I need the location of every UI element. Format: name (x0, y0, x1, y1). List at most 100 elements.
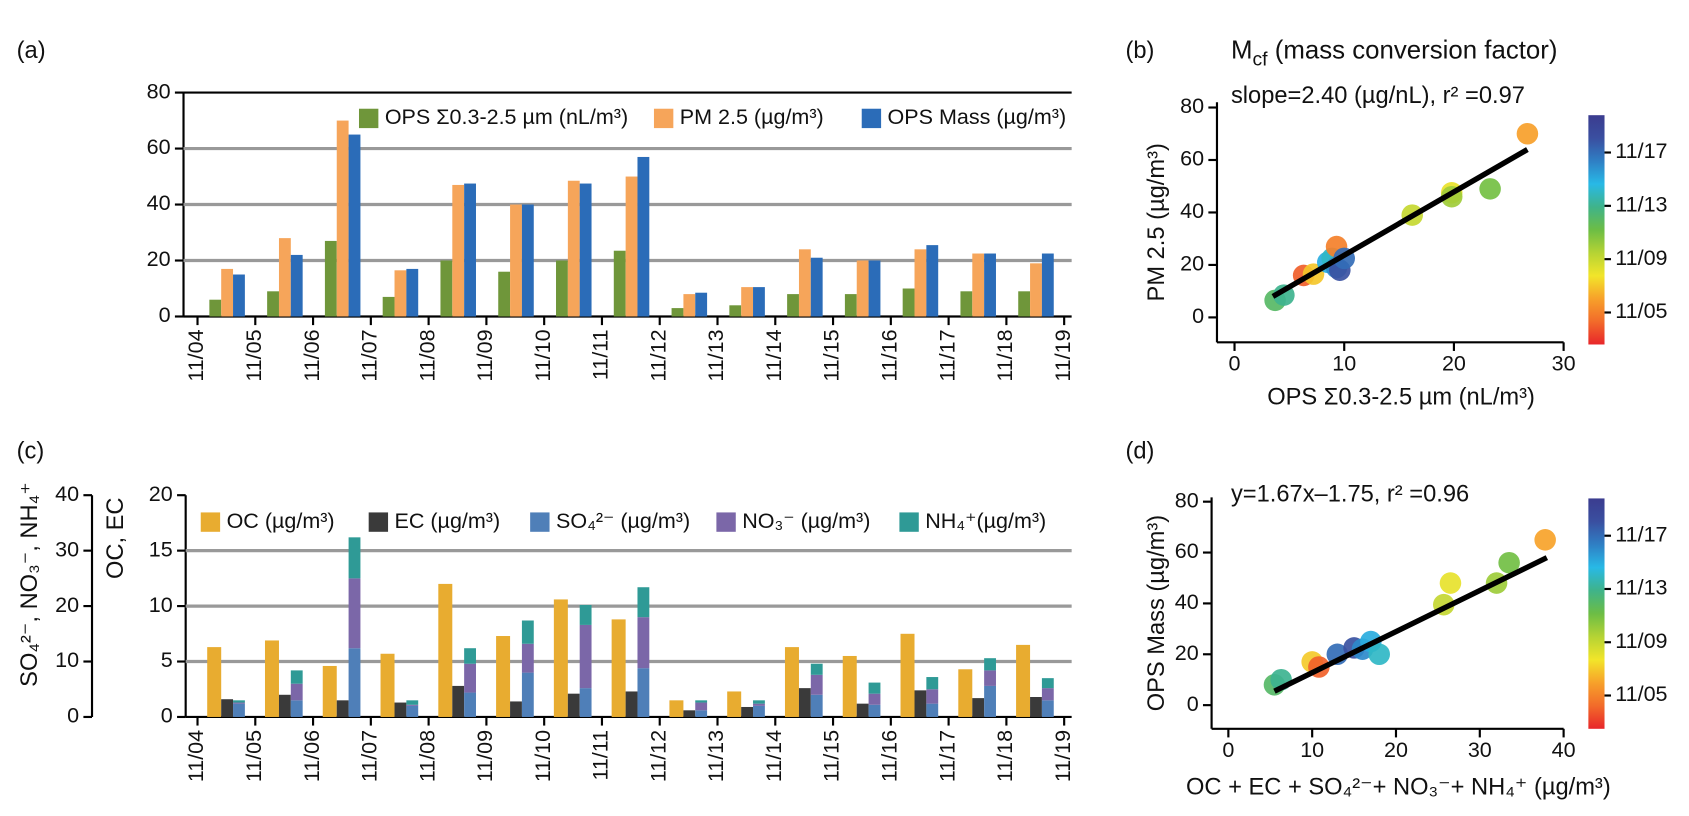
bar (669, 700, 684, 717)
x-tick-label: 11/04 (184, 730, 208, 782)
x-tick-label: 11/08 (415, 730, 439, 782)
y-tick-label: 60 (1175, 539, 1199, 563)
x-tick-label: 11/16 (878, 329, 902, 381)
bar (382, 296, 395, 317)
bar (278, 238, 291, 317)
y-tick-label: 20 (1175, 641, 1199, 665)
bar (464, 183, 476, 317)
bar (856, 703, 869, 717)
point (1479, 178, 1501, 200)
bar (556, 260, 568, 317)
panel-label: (b) (1125, 38, 1154, 64)
y-tick-label: 40 (1175, 590, 1199, 614)
bar (406, 705, 419, 717)
colorbar-tick-label: 11/09 (1615, 629, 1667, 653)
x-tick-label: 11/12 (646, 329, 670, 381)
y-tick-label: 0 (161, 704, 173, 728)
bar (753, 700, 765, 704)
bar (753, 703, 765, 706)
x-axis-label: OC + EC + SO₄²⁻+ NO₃⁻+ NH₄⁺ (µg/m³) (1186, 774, 1611, 800)
bar (613, 250, 626, 317)
legend-label: OC (µg/m³) (227, 509, 335, 533)
legend-label: NO₃⁻ (µg/m³) (742, 509, 870, 533)
legend-swatch (200, 512, 221, 532)
colorbar-tick-label: 11/13 (1615, 193, 1667, 217)
x-tick-label: 40 (1552, 738, 1576, 762)
bar (741, 706, 754, 717)
bar (278, 694, 291, 717)
bar (406, 700, 419, 705)
x-tick-label: 11/06 (300, 329, 324, 381)
bar (637, 668, 650, 717)
bar (900, 633, 915, 717)
bar (868, 704, 881, 717)
x-tick-label: 20 (1442, 352, 1466, 376)
y-tick-label: 60 (147, 135, 171, 159)
bar (753, 287, 765, 317)
bar (695, 700, 708, 703)
point (1439, 572, 1462, 594)
bar (625, 176, 638, 317)
title-subscript: cf (1252, 48, 1268, 70)
bar (810, 663, 823, 675)
bar (264, 640, 279, 717)
bar (868, 682, 881, 694)
x-tick-label: 30 (1552, 352, 1576, 376)
bar (290, 683, 303, 701)
x-tick-label: 11/18 (993, 730, 1017, 782)
bar (695, 702, 708, 711)
bar (637, 587, 650, 618)
y-axis-label: PM 2.5 (µg/m³) (1144, 143, 1170, 301)
bar (324, 240, 337, 317)
legend-label: OPS Mass (µg/m³) (888, 105, 1067, 129)
bar (521, 643, 534, 673)
legend-label: SO₄²⁻ (µg/m³) (556, 509, 690, 533)
point (1498, 551, 1520, 574)
bar (798, 688, 811, 717)
y-tick-label: 10 (55, 648, 79, 672)
bar (810, 257, 823, 317)
bar (1030, 263, 1042, 317)
y-tick-label: 80 (147, 79, 171, 103)
y-tick-label: 80 (1180, 94, 1204, 118)
bar (914, 249, 927, 317)
bar (348, 648, 361, 717)
y-tick-label: 15 (149, 537, 173, 561)
bar (753, 705, 765, 717)
x-tick-label: 11/15 (820, 730, 844, 782)
x-tick-label: 11/17 (935, 730, 959, 782)
y-tick-label: 60 (1180, 147, 1204, 171)
x-tick-label: 11/07 (358, 329, 382, 381)
bar (729, 305, 742, 317)
legend-swatch (899, 512, 919, 532)
bar (380, 653, 395, 717)
colorbar-tick-label: 11/17 (1615, 139, 1667, 163)
legend-swatch (530, 512, 550, 532)
bar (348, 537, 361, 579)
bar (579, 688, 592, 717)
bar (406, 268, 419, 317)
bar (926, 677, 939, 690)
bar (798, 249, 811, 317)
bar (464, 648, 476, 664)
bar (1016, 644, 1031, 717)
bar (452, 184, 465, 317)
y-tick-label: 10 (149, 593, 173, 617)
bar (625, 691, 638, 717)
bar (348, 134, 361, 317)
bar (233, 703, 245, 717)
legend-swatch (368, 512, 389, 532)
x-tick-label: 11/19 (1051, 329, 1075, 381)
bar (972, 253, 985, 317)
x-tick-label: 11/05 (242, 730, 266, 782)
bar (510, 701, 522, 717)
bar (902, 288, 915, 317)
x-tick-label: 11/16 (878, 730, 902, 782)
bar (322, 665, 337, 717)
bar (267, 291, 279, 317)
legend-swatch (358, 108, 379, 129)
bar (695, 710, 708, 717)
bar (290, 670, 303, 684)
bar (207, 647, 222, 717)
